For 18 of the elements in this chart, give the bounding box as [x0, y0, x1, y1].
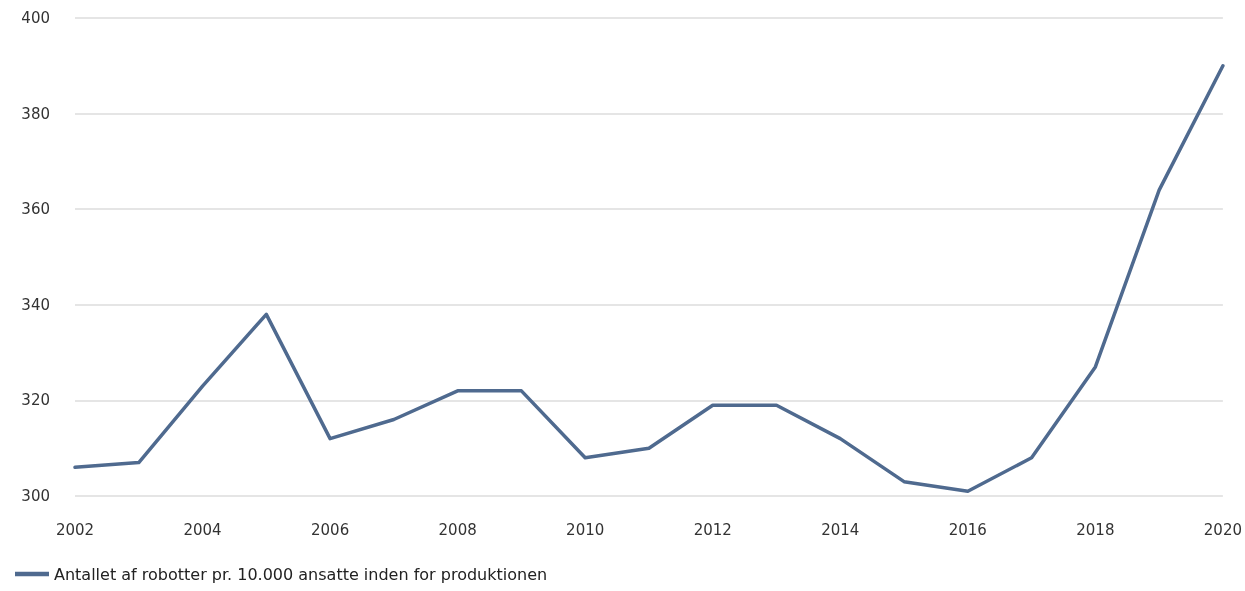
x-tick-label: 2010	[566, 520, 605, 539]
line-series	[73, 64, 1225, 493]
legend-label: Antallet af robotter pr. 10.000 ansatte inden for produktionen	[54, 564, 548, 584]
x-tick-label: 2020	[1203, 520, 1243, 539]
x-tick-label: 2018	[1076, 520, 1115, 539]
x-tick-label: 2008	[438, 520, 477, 539]
x-tick-label: 2002	[55, 520, 95, 539]
y-tick-label: 340	[21, 295, 50, 314]
x-tick-label: 2004	[183, 520, 222, 539]
x-tick-label: 2014	[821, 520, 860, 539]
y-tick-label: 380	[21, 104, 50, 123]
x-tick-label: 2016	[948, 520, 987, 539]
y-tick-label: 360	[21, 200, 50, 219]
y-tick-label: 400	[21, 9, 50, 27]
x-tick-label: 2006	[311, 520, 350, 539]
y-tick-label: 300	[21, 487, 50, 505]
x-tick-label: 2012	[693, 520, 732, 539]
y-tick-label: 320	[21, 391, 50, 410]
